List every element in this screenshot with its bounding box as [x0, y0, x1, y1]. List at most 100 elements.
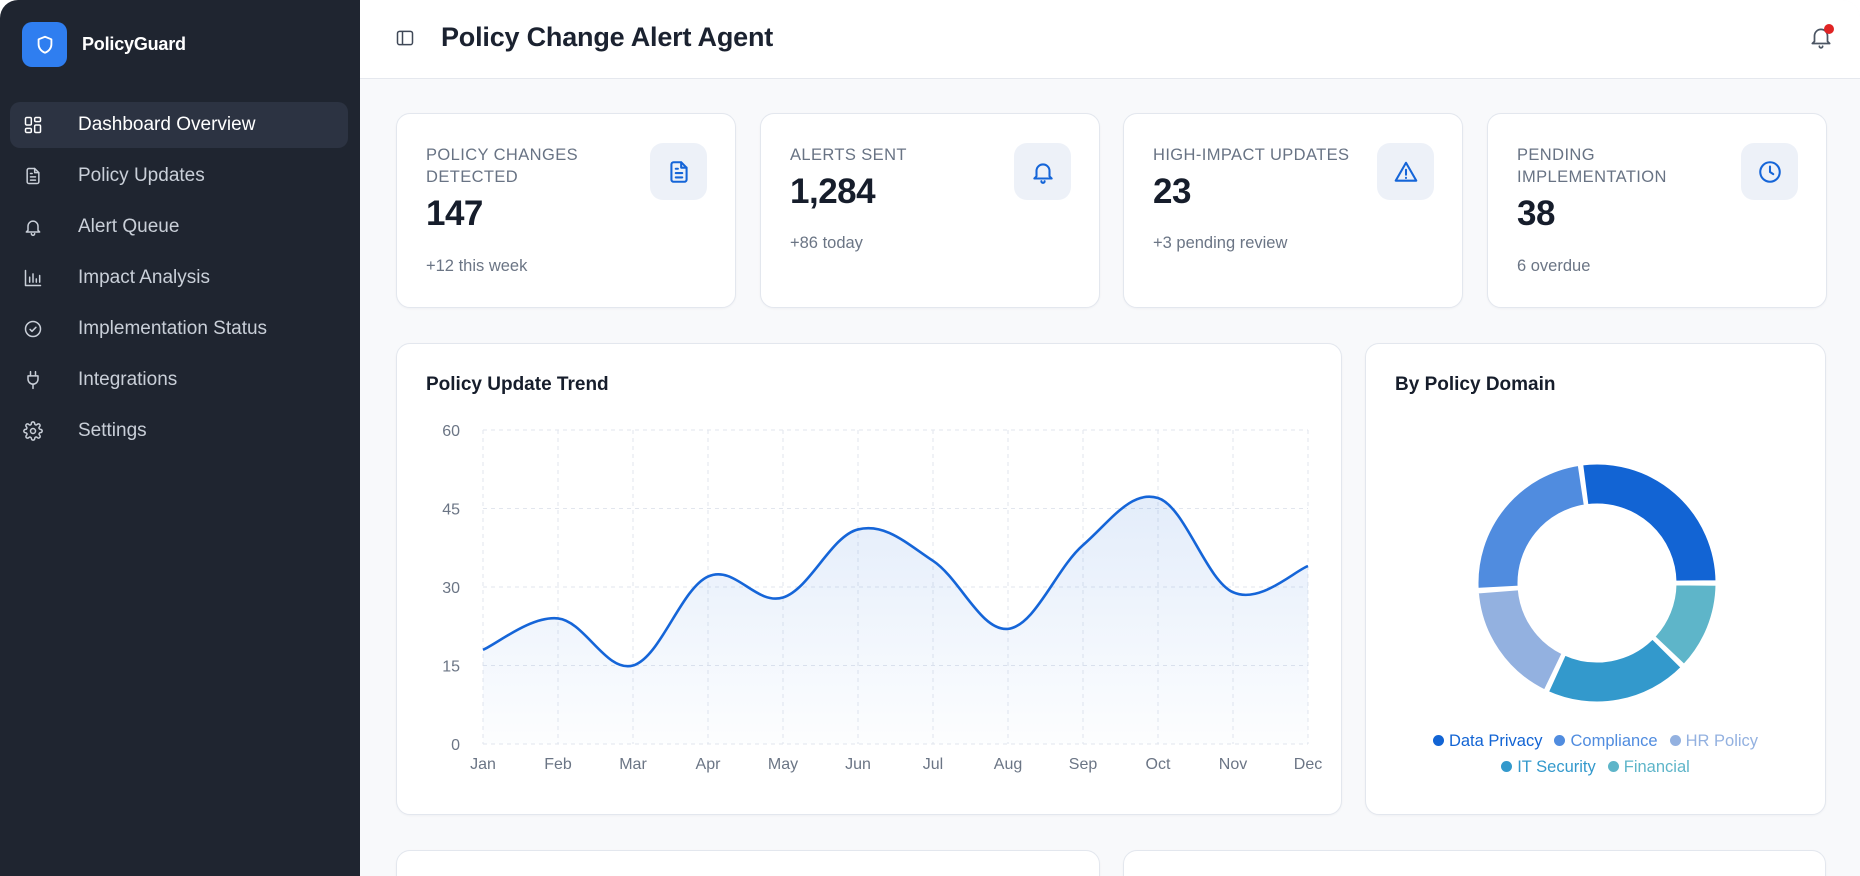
stat-label: Policy Changes Detected	[426, 146, 579, 186]
stat-subtext: +12 this week	[426, 257, 528, 275]
policy-update-trend-card: Policy Update Trend 0 15 30 45 60 Jan Feb Mar Ap…	[396, 343, 1342, 815]
bar-chart-icon	[22, 267, 44, 289]
legend-item-it-security[interactable]: IT Security	[1501, 754, 1596, 780]
trend-line-chart[interactable]: 0 15 30 45 60 Jan Feb Mar Apr May Jun Jul Aug Sep Oct N…	[397, 344, 1343, 816]
top-header: Policy Change Alert Agent	[360, 0, 1860, 79]
sidebar-item-label: Implementation Status	[78, 318, 268, 339]
legend-dot-icon	[1669, 735, 1681, 746]
stat-card-high-impact: High-Impact Updates 23 +3 pending review	[1123, 113, 1463, 308]
x-tick-label: Oct	[1146, 756, 1171, 773]
clock-icon	[1741, 143, 1798, 200]
y-tick-label: 60	[442, 423, 460, 440]
x-tick-label: Apr	[696, 756, 722, 773]
bell-icon	[22, 216, 44, 238]
notification-badge	[1824, 24, 1834, 34]
sidebar-nav: Dashboard Overview Policy Updates Alert …	[10, 102, 348, 459]
check-circle-icon	[22, 318, 44, 340]
chart-legend: Data Privacy Compliance HR Policy IT Securi…	[1366, 728, 1825, 780]
sidebar-item-alert-queue[interactable]: Alert Queue	[10, 204, 348, 250]
legend-item-hr-policy[interactable]: HR Policy	[1669, 728, 1759, 754]
chart-title: By Policy Domain	[1395, 374, 1556, 395]
bottom-left-card	[396, 850, 1100, 876]
legend-label: HR Policy	[1685, 732, 1759, 750]
sidebar-item-label: Impact Analysis	[78, 267, 210, 288]
legend-dot-icon	[1501, 761, 1513, 772]
domain-donut-chart[interactable]	[1366, 344, 1827, 816]
trend-area	[483, 496, 1308, 744]
shield-icon	[22, 22, 67, 67]
x-tick-label: May	[768, 756, 798, 773]
legend-item-compliance[interactable]: Compliance	[1554, 728, 1658, 754]
stat-card-pending-implementation: Pending Implementation 38 6 overdue	[1487, 113, 1827, 308]
x-tick-label: Jan	[470, 756, 496, 773]
sidebar-item-impact-analysis[interactable]: Impact Analysis	[10, 255, 348, 301]
stat-value: 147	[426, 194, 483, 233]
legend-dot-icon	[1432, 735, 1444, 746]
sidebar-toggle-icon	[395, 28, 415, 53]
stat-subtext: +3 pending review	[1153, 234, 1288, 252]
page-title: Policy Change Alert Agent	[441, 22, 774, 52]
sidebar-item-dashboard-overview[interactable]: Dashboard Overview	[10, 102, 348, 148]
legend-label: Financial	[1623, 758, 1690, 776]
x-tick-label: Aug	[994, 756, 1022, 773]
stat-value: 38	[1517, 194, 1555, 233]
warning-triangle-icon	[1377, 143, 1434, 200]
brand-name: PolicyGuard	[82, 34, 186, 54]
stat-value: 1,284	[790, 172, 876, 211]
donut-segment-compliance[interactable]	[1475, 462, 1588, 592]
legend-label: Compliance	[1570, 732, 1658, 750]
sidebar: PolicyGuard Dashboard Overview Policy Up…	[0, 0, 360, 876]
sidebar-item-label: Alert Queue	[78, 216, 180, 237]
legend-label: Data Privacy	[1448, 732, 1543, 750]
trend-line[interactable]	[482, 495, 1309, 668]
donut-segment-it-security[interactable]	[1545, 635, 1685, 705]
stat-label: Alerts Sent	[790, 146, 907, 164]
sidebar-item-label: Policy Updates	[78, 165, 205, 186]
stat-label: Pending Implementation	[1517, 146, 1667, 186]
sidebar-item-implementation-status[interactable]: Implementation Status	[10, 306, 348, 352]
bell-icon	[1808, 24, 1834, 55]
x-tick-label: Sep	[1069, 756, 1098, 773]
brand[interactable]: PolicyGuard	[22, 22, 186, 67]
stat-value: 23	[1153, 172, 1191, 211]
legend-item-financial[interactable]: Financial	[1607, 754, 1690, 780]
x-tick-label: Jun	[845, 756, 871, 773]
legend-dot-icon	[1554, 735, 1566, 746]
donut-segment-hr-policy[interactable]	[1475, 587, 1566, 694]
bell-icon	[1014, 143, 1071, 200]
policy-domain-card: By Policy Domain Data Privacy Compliance H…	[1365, 343, 1826, 815]
stat-subtext: +86 today	[790, 234, 863, 252]
x-tick-label: Dec	[1294, 756, 1322, 773]
stat-label: High-Impact Updates	[1153, 146, 1350, 164]
sidebar-toggle-button[interactable]	[393, 28, 417, 52]
y-tick-label: 0	[451, 737, 460, 754]
stat-card-alerts-sent: Alerts Sent 1,284 +86 today	[760, 113, 1100, 308]
sidebar-item-label: Dashboard Overview	[78, 114, 256, 135]
stat-subtext: 6 overdue	[1517, 257, 1591, 275]
sidebar-item-label: Settings	[78, 420, 147, 441]
gear-icon	[22, 420, 44, 442]
x-tick-label: Feb	[544, 756, 572, 773]
dashboard-grid-icon	[22, 114, 44, 136]
x-tick-label: Mar	[619, 756, 647, 773]
sidebar-item-integrations[interactable]: Integrations	[10, 357, 348, 403]
sidebar-item-settings[interactable]: Settings	[10, 408, 348, 454]
donut-segment-data-privacy[interactable]	[1579, 461, 1719, 584]
legend-item-data-privacy[interactable]: Data Privacy	[1432, 728, 1543, 754]
sidebar-item-label: Integrations	[78, 369, 178, 390]
sidebar-item-policy-updates[interactable]: Policy Updates	[10, 153, 348, 199]
y-tick-label: 15	[442, 659, 460, 676]
bottom-right-card	[1123, 850, 1826, 876]
stat-card-policy-changes: Policy Changes Detected 147 +12 this wee…	[396, 113, 736, 308]
chart-title: Policy Update Trend	[426, 374, 609, 395]
document-icon	[650, 143, 707, 200]
donut-segment-financial[interactable]	[1651, 582, 1719, 668]
legend-dot-icon	[1607, 761, 1619, 772]
y-tick-label: 45	[442, 502, 460, 519]
notifications-button[interactable]	[1804, 22, 1838, 56]
x-tick-label: Jul	[923, 756, 943, 773]
y-tick-label: 30	[442, 580, 460, 597]
document-icon	[22, 165, 44, 187]
legend-label: IT Security	[1517, 758, 1596, 776]
